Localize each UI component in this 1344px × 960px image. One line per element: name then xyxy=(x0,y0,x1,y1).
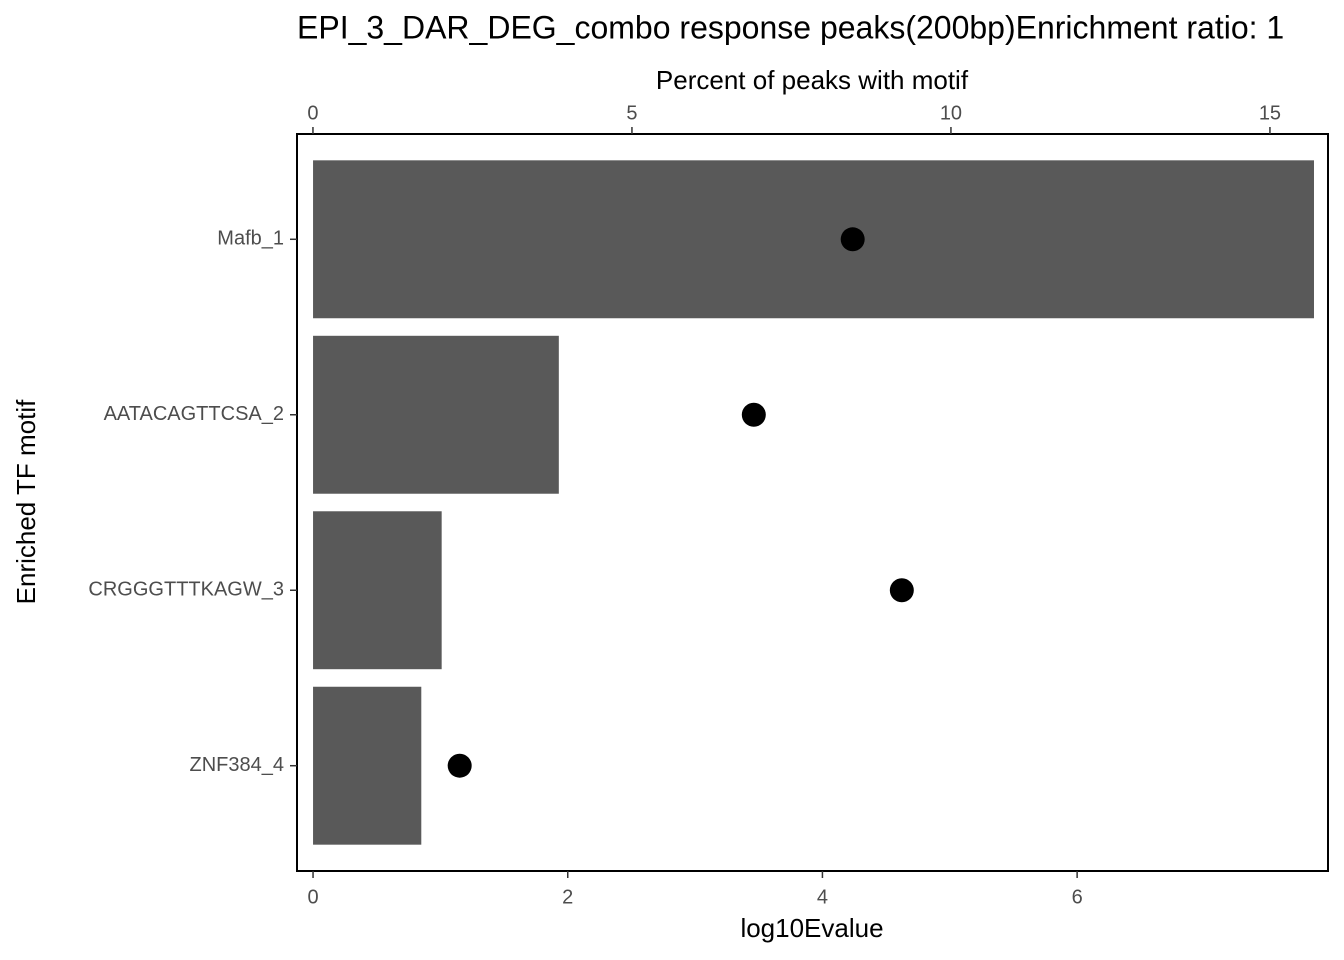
y-tick-label: AATACAGTTCSA_2 xyxy=(104,403,284,425)
bar xyxy=(313,511,442,670)
y-tick-label: Mafb_1 xyxy=(217,228,284,250)
chart-title: EPI_3_DAR_DEG_combo response peaks(200bp… xyxy=(297,9,1284,45)
y-tick-label: ZNF384_4 xyxy=(190,754,285,776)
y-tick-label: CRGGGTTTKAGW_3 xyxy=(88,579,284,601)
x-tick-label: 2 xyxy=(562,886,573,908)
point xyxy=(840,227,865,252)
y-axis-title: Enriched TF motif xyxy=(11,399,41,604)
x-tick-label: 6 xyxy=(1072,886,1083,908)
x2-tick-label: 15 xyxy=(1259,102,1281,124)
panel-border xyxy=(296,133,1329,872)
point xyxy=(741,402,766,427)
x2-tick-label: 10 xyxy=(940,102,962,124)
point xyxy=(889,578,914,603)
x-axis-title: log10Evalue xyxy=(740,913,883,943)
point xyxy=(447,753,472,778)
x2-tick-label: 0 xyxy=(307,102,318,124)
bar xyxy=(313,686,422,845)
x-tick-label: 4 xyxy=(817,886,828,908)
bar xyxy=(313,160,1314,319)
x-tick-label: 0 xyxy=(307,886,318,908)
x2-axis-title: Percent of peaks with motif xyxy=(656,65,969,95)
bar xyxy=(313,335,559,494)
x2-tick-label: 5 xyxy=(626,102,637,124)
